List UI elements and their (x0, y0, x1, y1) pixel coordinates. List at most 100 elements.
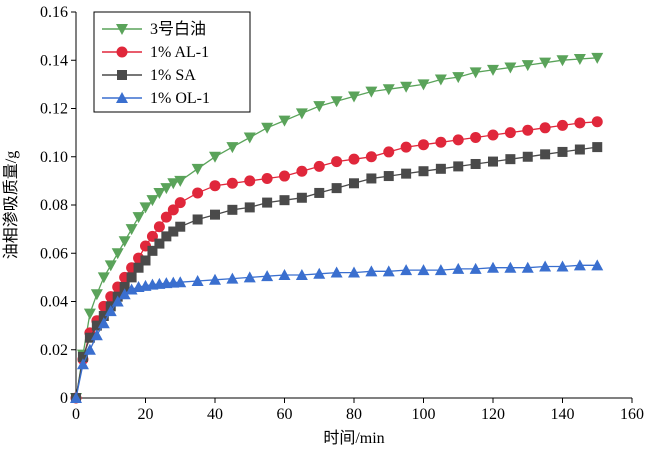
data-point (296, 165, 308, 177)
data-point (83, 308, 96, 320)
legend-marker (116, 46, 128, 58)
data-point (366, 173, 377, 184)
data-point (84, 332, 95, 343)
data-point (175, 221, 186, 232)
data-point (434, 264, 447, 276)
data-point (365, 265, 378, 277)
data-point (435, 163, 446, 174)
legend-label: 1% SA (150, 67, 196, 84)
x-tick-label: 60 (277, 406, 293, 423)
data-point (556, 55, 569, 67)
data-point (125, 224, 138, 236)
data-point (97, 317, 110, 329)
data-point (132, 212, 145, 224)
data-point (417, 264, 430, 276)
plot-area (70, 52, 604, 404)
data-point (261, 172, 273, 184)
data-point (487, 261, 499, 273)
data-point (522, 124, 534, 136)
data-point (574, 144, 585, 155)
data-point (174, 276, 187, 288)
data-point (76, 358, 89, 370)
data-point (153, 221, 165, 233)
data-point (435, 136, 447, 148)
data-point (154, 238, 165, 249)
y-tick-label: 0.14 (40, 52, 68, 69)
data-point (261, 122, 274, 134)
data-point (452, 134, 464, 146)
x-axis-title: 时间/min (323, 429, 384, 447)
data-point (504, 62, 517, 74)
data-point (295, 268, 308, 280)
y-tick-label: 0.12 (40, 101, 68, 118)
series-2 (71, 142, 603, 403)
data-point (174, 197, 186, 209)
data-point (279, 170, 290, 182)
data-point (140, 255, 151, 266)
data-point (209, 180, 221, 192)
y-tick-label: 0.02 (40, 342, 68, 359)
data-point (330, 96, 343, 108)
data-point (279, 195, 290, 206)
data-point (470, 131, 482, 143)
y-tick-label: 0.10 (40, 149, 68, 166)
data-point (418, 166, 429, 177)
data-point (488, 156, 498, 167)
legend-marker (116, 24, 128, 35)
data-point (469, 262, 482, 274)
data-point (243, 271, 256, 283)
data-point (191, 274, 204, 286)
data-point (573, 259, 586, 271)
data-point (153, 187, 166, 199)
data-point (90, 289, 103, 301)
data-point (90, 329, 103, 341)
data-point (104, 260, 117, 272)
data-point (592, 142, 603, 153)
y-tick-label: 0 (60, 390, 68, 407)
x-tick-label: 80 (346, 406, 362, 423)
y-tick-label: 0.04 (40, 294, 68, 311)
y-tick-label: 0.16 (40, 4, 68, 21)
data-point (133, 262, 144, 273)
data-point (97, 272, 110, 284)
data-point (365, 86, 378, 98)
data-point (313, 267, 326, 279)
data-point (365, 151, 377, 163)
data-point (167, 204, 179, 216)
x-tick-label: 40 (207, 406, 223, 423)
data-point (574, 117, 586, 129)
data-point (382, 265, 395, 277)
data-point (470, 158, 481, 169)
data-point (522, 151, 533, 162)
data-point (209, 151, 221, 163)
data-point (452, 72, 465, 84)
data-point (119, 282, 130, 293)
data-point (98, 310, 109, 321)
data-point (331, 183, 342, 194)
data-point (400, 141, 412, 153)
data-point (348, 266, 360, 278)
legend-label: 1% AL-1 (150, 44, 209, 61)
data-point (244, 202, 255, 213)
data-point (557, 119, 568, 131)
data-point (557, 146, 568, 157)
data-point (83, 343, 96, 355)
data-point (118, 288, 131, 300)
legend: 3号白油 1% AL-1 1% SA 1% OL-1 (93, 11, 251, 113)
y-tick-label: 0.06 (40, 245, 68, 262)
data-point (434, 74, 447, 86)
data-point (192, 214, 203, 225)
data-point (573, 54, 586, 66)
data-point (210, 209, 220, 220)
data-point (278, 268, 291, 280)
series-3 (70, 259, 604, 403)
data-point (104, 305, 117, 317)
data-point (348, 91, 360, 103)
y-axis-title: 油相渗吸质量/g (2, 151, 20, 259)
legend-marker (117, 70, 127, 80)
data-point (168, 226, 179, 237)
x-tick-label: 0 (72, 406, 80, 423)
x-tick-label: 140 (551, 406, 575, 423)
data-point (313, 101, 326, 113)
x-tick-label: 160 (620, 406, 644, 423)
